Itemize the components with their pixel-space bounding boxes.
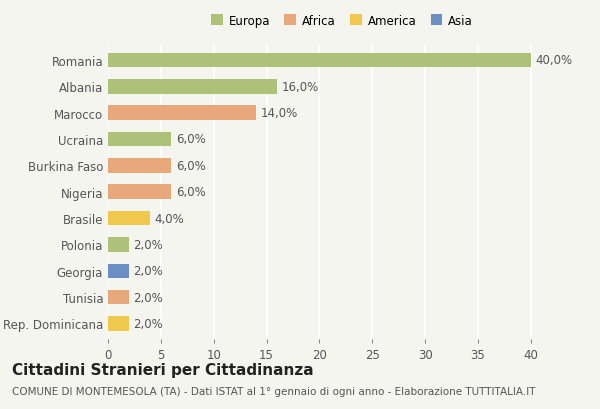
Bar [108,80,277,94]
Text: 4,0%: 4,0% [155,212,184,225]
Text: COMUNE DI MONTEMESOLA (TA) - Dati ISTAT al 1° gennaio di ogni anno - Elaborazion: COMUNE DI MONTEMESOLA (TA) - Dati ISTAT … [12,387,536,396]
Text: Cittadini Stranieri per Cittadinanza: Cittadini Stranieri per Cittadinanza [12,362,314,377]
Text: 2,0%: 2,0% [133,291,163,304]
Text: 6,0%: 6,0% [176,160,205,173]
Bar [108,133,172,147]
Bar [108,264,129,279]
Text: 6,0%: 6,0% [176,186,205,199]
Bar [108,317,129,331]
Bar [108,54,531,68]
Bar [108,106,256,121]
Text: 14,0%: 14,0% [260,107,298,120]
Bar [108,290,129,305]
Text: 2,0%: 2,0% [133,317,163,330]
Text: 40,0%: 40,0% [535,54,572,67]
Legend: Europa, Africa, America, Asia: Europa, Africa, America, Asia [206,10,478,32]
Bar [108,159,172,173]
Bar [108,211,150,226]
Text: 6,0%: 6,0% [176,133,205,146]
Bar [108,238,129,252]
Text: 2,0%: 2,0% [133,238,163,251]
Bar [108,185,172,200]
Text: 16,0%: 16,0% [281,81,319,94]
Text: 2,0%: 2,0% [133,265,163,278]
